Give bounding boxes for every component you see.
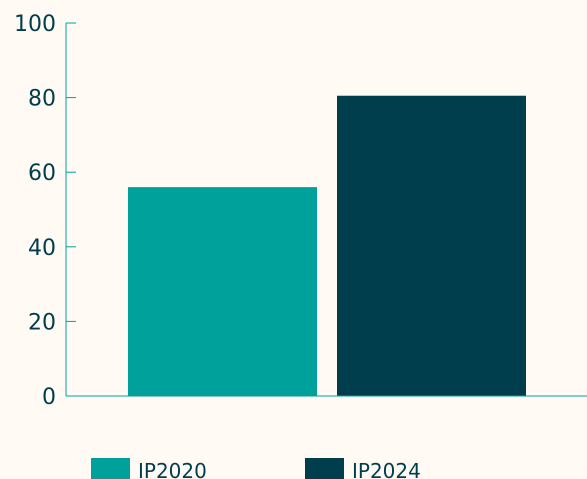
bar-ip2020 bbox=[128, 187, 317, 396]
y-tick-label: 100 bbox=[14, 12, 56, 37]
bars bbox=[128, 95, 526, 397]
legend-label: IP2020 bbox=[138, 459, 207, 479]
y-axis: 0 20 40 60 80 100 bbox=[14, 12, 76, 410]
bar-ip2024 bbox=[337, 95, 526, 397]
y-tick-label: 20 bbox=[28, 310, 56, 335]
legend: IP2020 IP2024 bbox=[91, 458, 421, 479]
legend-label: IP2024 bbox=[352, 459, 421, 479]
y-tick-label: 0 bbox=[42, 385, 56, 410]
legend-swatch bbox=[91, 458, 130, 479]
y-tick-label: 60 bbox=[28, 161, 56, 186]
y-tick-label: 40 bbox=[28, 236, 56, 261]
y-tick-label: 80 bbox=[28, 87, 56, 112]
legend-swatch bbox=[305, 458, 344, 479]
